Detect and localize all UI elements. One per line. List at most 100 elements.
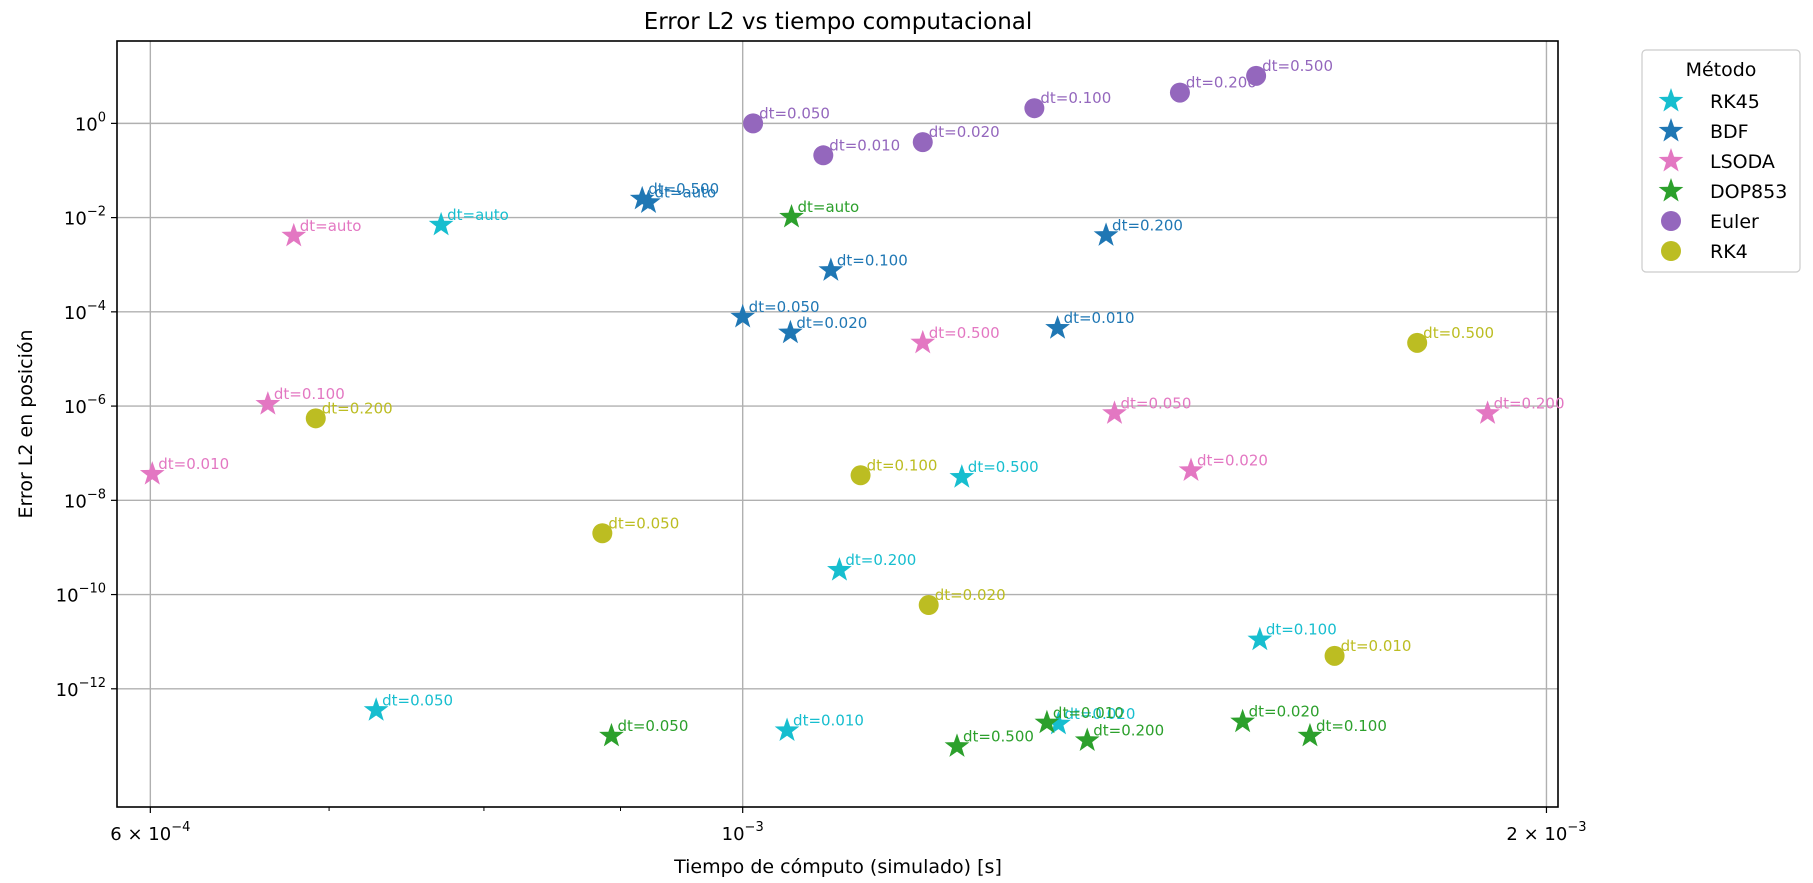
point-rk4-marker <box>1407 332 1428 353</box>
point-label: dt=0.050 <box>749 298 820 316</box>
point-label: dt=0.020 <box>929 123 1000 141</box>
legend-title: Método <box>1686 59 1757 81</box>
y-tick-label: 10−6 <box>64 393 106 418</box>
point-dop853-marker <box>1074 727 1100 751</box>
point-rk4-marker <box>918 595 939 616</box>
point-label: dt=0.010 <box>1053 704 1124 722</box>
point-label: dt=0.050 <box>608 514 679 532</box>
point-bdf-marker <box>778 319 803 344</box>
x-tick-label: 6 × 10−4 <box>110 820 190 845</box>
point-label: dt=0.020 <box>796 314 867 332</box>
point-rk45-marker <box>827 557 852 581</box>
point-rk4-marker <box>305 408 326 429</box>
point-label: dt=0.200 <box>845 551 916 569</box>
point-lsoda-marker <box>281 222 307 247</box>
point-euler-marker <box>1024 98 1045 119</box>
point-label: dt=0.050 <box>382 691 453 709</box>
point-label: dt=auto <box>798 198 860 216</box>
point-dop853-marker <box>1297 722 1323 747</box>
point-dop853-marker <box>1230 708 1255 733</box>
point-label: dt=0.500 <box>1262 57 1333 75</box>
y-tick-label: 10−10 <box>56 582 106 607</box>
y-tick-label: 10−12 <box>56 676 106 701</box>
point-rk45-marker <box>1247 626 1273 651</box>
y-tick-label: 10−4 <box>64 299 106 324</box>
point-dop853-marker <box>944 733 970 757</box>
point-bdf-marker <box>636 189 661 213</box>
point-label: dt=0.500 <box>1423 324 1494 342</box>
data-points: dt=autodt=0.050dt=0.010dt=0.500dt=0.200d… <box>139 57 1565 757</box>
point-bdf-marker <box>730 303 756 328</box>
legend-box <box>1641 49 1801 273</box>
x-axis-label: Tiempo de cómputo (simulado) [s] <box>673 856 1002 878</box>
chart-title: Error L2 vs tiempo computacional <box>644 9 1033 35</box>
point-bdf-marker <box>818 257 844 281</box>
point-bdf-marker <box>1045 315 1070 339</box>
point-rk45-marker <box>363 697 389 721</box>
point-label: dt=0.050 <box>617 717 688 735</box>
legend-label: Euler <box>1710 211 1759 233</box>
point-label: dt=0.100 <box>867 456 938 474</box>
point-label: dt=0.100 <box>1316 717 1387 735</box>
point-label: dt=0.500 <box>648 180 719 198</box>
y-tick-label: 10−8 <box>64 487 106 512</box>
point-label: dt=0.010 <box>829 136 900 154</box>
point-label: dt=0.200 <box>1093 721 1164 739</box>
point-label: dt=0.020 <box>1064 705 1135 723</box>
point-label: dt=0.050 <box>1120 394 1191 412</box>
point-label: dt=0.200 <box>1186 74 1257 92</box>
legend-lsoda-marker <box>1658 148 1684 172</box>
point-label: dt=0.100 <box>837 251 908 269</box>
point-label: dt=0.010 <box>1064 309 1135 327</box>
point-rk4-marker <box>1324 645 1345 666</box>
point-label: dt=0.010 <box>1341 637 1412 655</box>
point-rk45-marker <box>774 717 800 742</box>
point-label: dt=0.100 <box>1040 89 1111 107</box>
legend-rk45-marker <box>1658 88 1684 112</box>
point-label: dt=auto <box>300 217 362 235</box>
point-label: dt=0.500 <box>963 727 1034 745</box>
point-label: dt=0.200 <box>1494 394 1565 412</box>
point-dop853-marker <box>779 204 804 228</box>
point-lsoda-marker <box>1102 400 1127 424</box>
point-euler-marker <box>1169 82 1190 103</box>
point-lsoda-marker <box>255 391 281 415</box>
legend-items: RK45 BDF LSODA DOP853 Euler RK4 <box>1658 88 1787 263</box>
legend: Método RK45 BDF LSODA DOP853 Euler RK4 <box>1641 49 1801 273</box>
y-tick-label: 10−2 <box>64 205 106 230</box>
point-lsoda-marker <box>910 329 936 354</box>
point-label: dt=0.010 <box>158 455 229 473</box>
point-label: dt=0.020 <box>1249 703 1320 721</box>
point-lsoda-marker <box>1178 457 1204 481</box>
legend-label: DOP853 <box>1710 181 1787 203</box>
point-rk45-marker <box>949 464 975 488</box>
axis-ticks: 100 10−2 10−4 10−6 10−8 10−10 10−12 6 × 10−4 10−… <box>56 110 1587 845</box>
grid-lines <box>117 41 1558 807</box>
point-rk45-marker <box>428 211 454 236</box>
legend-rk4-marker <box>1661 241 1681 261</box>
point-dop853-marker <box>599 722 624 747</box>
x-tick-label: 10−3 <box>722 820 764 845</box>
point-label: dt=0.020 <box>1197 451 1268 469</box>
point-label: dt=auto <box>655 183 717 201</box>
point-label: dt=0.200 <box>322 399 393 417</box>
point-label: dt=0.500 <box>929 324 1000 342</box>
point-bdf-marker <box>629 185 655 210</box>
point-label: dt=0.100 <box>274 385 345 403</box>
point-rk4-marker <box>850 465 871 486</box>
point-rk4-marker <box>592 523 613 544</box>
legend-label: LSODA <box>1710 151 1775 173</box>
point-label: dt=0.020 <box>935 586 1006 604</box>
y-axis-label: Error L2 en posición <box>15 329 37 518</box>
y-tick-label: 100 <box>75 110 106 135</box>
point-rk45-marker <box>1046 710 1071 735</box>
legend-label: RK4 <box>1710 241 1748 263</box>
plot-area <box>116 40 1559 808</box>
point-label: dt=0.050 <box>759 104 830 122</box>
point-label: dt=0.500 <box>968 458 1039 476</box>
point-label: dt=auto <box>447 206 509 224</box>
point-lsoda-marker <box>1475 400 1500 424</box>
point-lsoda-marker <box>139 461 165 485</box>
point-bdf-marker <box>1093 222 1119 246</box>
point-euler-marker <box>743 113 764 134</box>
